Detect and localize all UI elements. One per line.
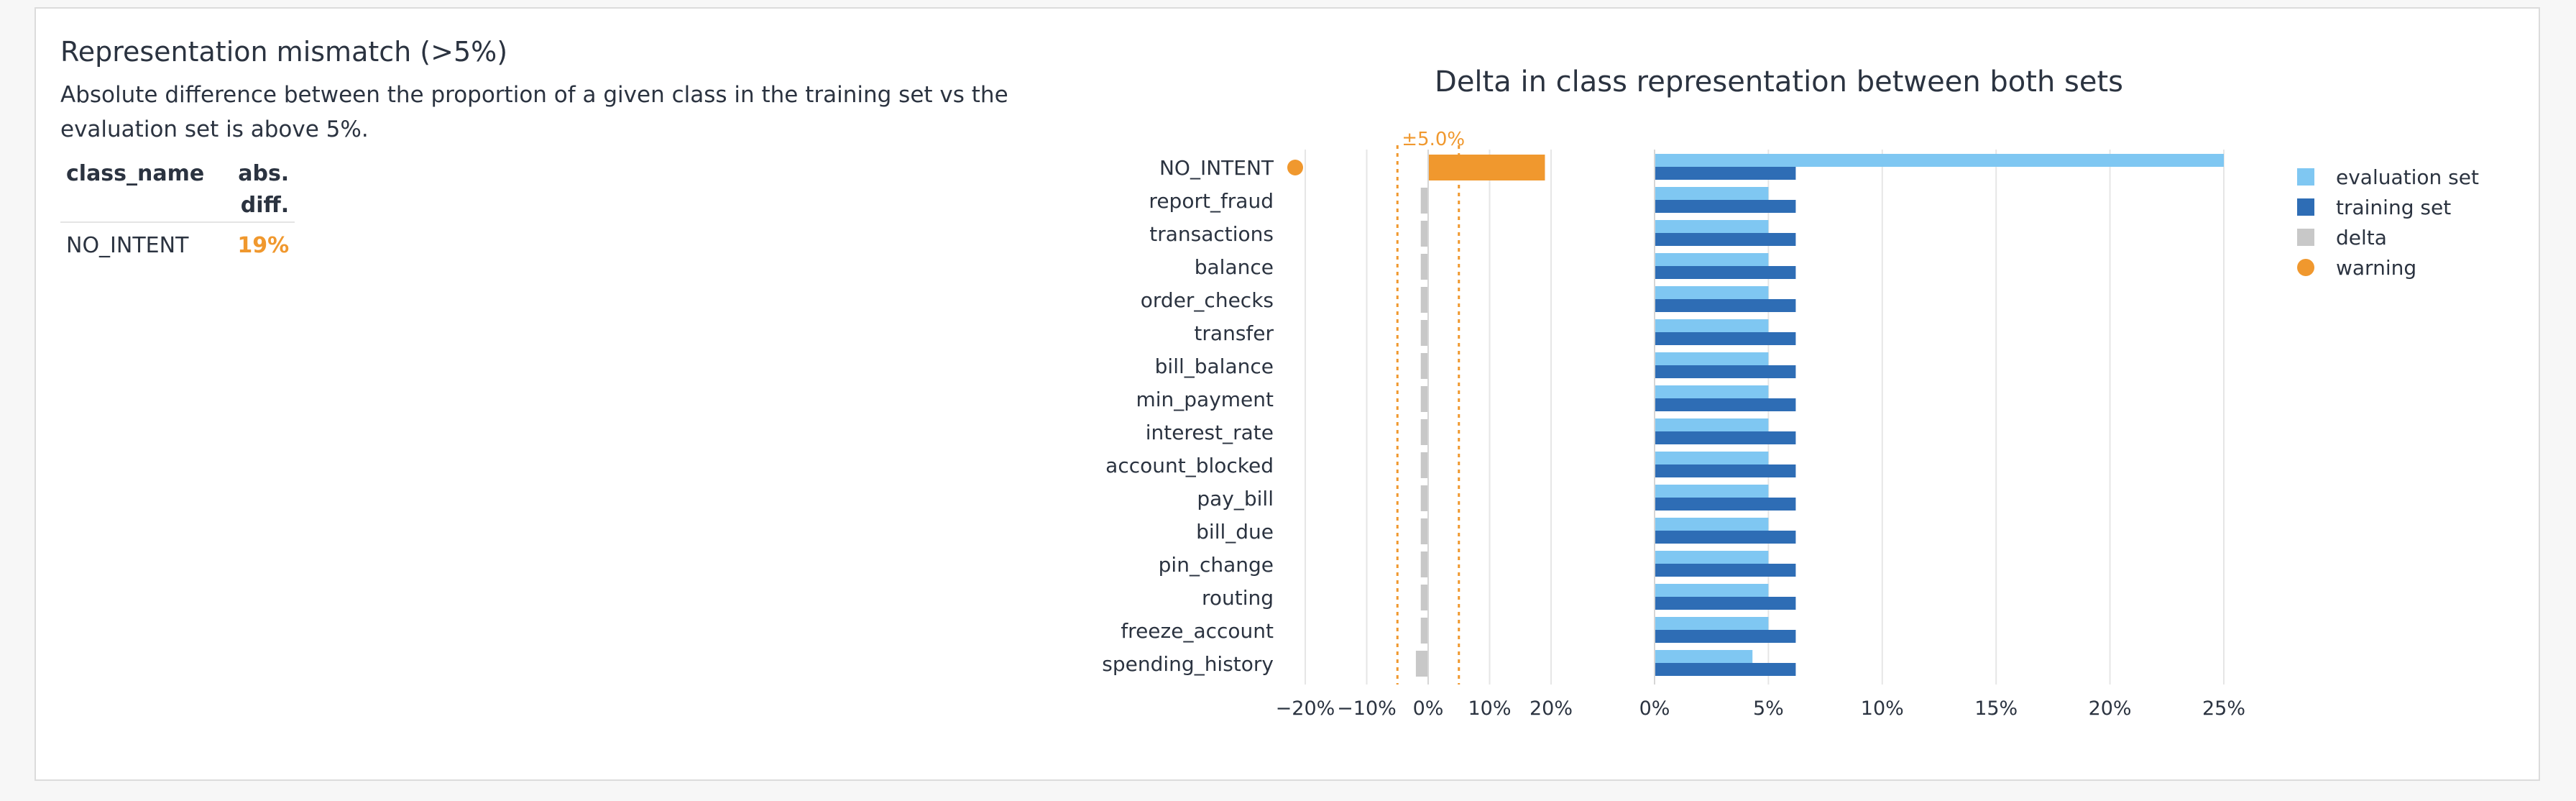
category-label: routing	[1202, 586, 1274, 610]
section-description: Absolute difference between the proporti…	[60, 82, 1008, 142]
legend-label: delta	[2336, 226, 2387, 250]
evaluation-set-bar	[1655, 154, 2224, 167]
evaluation-set-bar	[1655, 187, 1769, 200]
evaluation-set-bar	[1655, 617, 1769, 630]
mismatch-table: class_name abs. diff. NO_INTENT 19%	[60, 154, 295, 269]
training-set-bar	[1655, 597, 1796, 610]
legend-swatch	[2297, 229, 2314, 246]
cell-class-name: NO_INTENT	[66, 233, 189, 258]
table-row: NO_INTENT 19%	[60, 222, 295, 269]
delta-bar	[1420, 551, 1428, 577]
category-label: transactions	[1149, 222, 1274, 246]
training-set-bar	[1655, 200, 1796, 213]
category-label: pin_change	[1159, 553, 1274, 577]
proportion-tick-label: 25%	[2202, 697, 2245, 720]
training-set-bar	[1655, 167, 1796, 180]
evaluation-set-bar	[1655, 418, 1769, 431]
proportion-tick-label: 0%	[1639, 697, 1670, 720]
legend-label: evaluation set	[2336, 165, 2479, 189]
delta-bar	[1428, 155, 1545, 180]
legend-swatch	[2297, 168, 2314, 186]
evaluation-set-bar	[1655, 650, 1753, 663]
chart-title: Delta in class representation between bo…	[1435, 65, 2123, 99]
proportion-tick-label: 10%	[1861, 697, 1904, 720]
training-set-bar	[1655, 663, 1796, 676]
delta-bar	[1420, 188, 1428, 214]
legend-swatch	[2297, 198, 2314, 216]
delta-bar	[1420, 585, 1428, 610]
evaluation-set-bar	[1655, 319, 1769, 332]
training-set-bar	[1655, 332, 1796, 345]
warning-marker	[1287, 160, 1303, 175]
proportion-tick-label: 5%	[1753, 697, 1784, 720]
delta-bar	[1420, 518, 1428, 544]
training-set-bar	[1655, 233, 1796, 246]
category-label: balance	[1195, 255, 1274, 279]
category-label: interest_rate	[1146, 421, 1274, 444]
delta-bar	[1420, 287, 1428, 313]
category-label: report_fraud	[1149, 189, 1274, 213]
delta-tick-label: 20%	[1530, 697, 1573, 720]
delta-bar	[1420, 221, 1428, 247]
delta-tick-label: 10%	[1468, 697, 1511, 720]
training-set-bar	[1655, 266, 1796, 279]
delta-tick-label: −10%	[1337, 697, 1397, 720]
training-set-bar	[1655, 398, 1796, 411]
category-label: spending_history	[1102, 652, 1274, 676]
evaluation-set-bar	[1655, 551, 1769, 564]
evaluation-set-bar	[1655, 485, 1769, 498]
category-label: min_payment	[1136, 388, 1274, 411]
header-class-name: class_name	[60, 154, 232, 223]
legend-label: warning	[2336, 256, 2416, 280]
section-title: Representation mismatch (>5%)	[60, 36, 508, 68]
category-label: bill_due	[1196, 520, 1274, 544]
evaluation-set-bar	[1655, 452, 1769, 464]
delta-bar	[1420, 254, 1428, 280]
delta-bar	[1420, 353, 1428, 379]
header-abs-diff: abs. diff.	[231, 154, 295, 223]
cell-abs-diff: 19%	[237, 233, 290, 258]
legend-swatch-warning	[2297, 259, 2314, 276]
category-label: order_checks	[1141, 288, 1274, 312]
category-label: account_blocked	[1105, 454, 1274, 477]
evaluation-set-bar	[1655, 253, 1769, 266]
delta-bar	[1420, 618, 1428, 644]
delta-bar	[1420, 485, 1428, 511]
threshold-label: ±5.0%	[1402, 129, 1465, 150]
delta-bar	[1420, 419, 1428, 445]
delta-bar	[1420, 452, 1428, 478]
representation-mismatch-card: Representation mismatch (>5%) Absolute d…	[34, 7, 2540, 781]
delta-tick-label: 0%	[1413, 697, 1444, 720]
training-set-bar	[1655, 464, 1796, 477]
delta-bar	[1420, 320, 1428, 346]
delta-bar	[1415, 651, 1428, 677]
training-set-bar	[1655, 564, 1796, 577]
delta-tick-label: −20%	[1276, 697, 1335, 720]
category-label: transfer	[1194, 321, 1274, 345]
evaluation-set-bar	[1655, 220, 1769, 233]
category-label: NO_INTENT	[1159, 156, 1274, 180]
evaluation-set-bar	[1655, 518, 1769, 531]
category-label: bill_balance	[1155, 354, 1274, 378]
evaluation-set-bar	[1655, 286, 1769, 299]
delta-bar	[1420, 386, 1428, 412]
category-label: freeze_account	[1121, 619, 1274, 643]
legend-label: training set	[2336, 196, 2451, 219]
evaluation-set-bar	[1655, 352, 1769, 365]
proportion-tick-label: 15%	[1974, 697, 2018, 720]
evaluation-set-bar	[1655, 385, 1769, 398]
training-set-bar	[1655, 531, 1796, 544]
training-set-bar	[1655, 365, 1796, 378]
training-set-bar	[1655, 630, 1796, 643]
table-header-row: class_name abs. diff.	[60, 154, 295, 223]
proportion-tick-label: 20%	[2089, 697, 2132, 720]
training-set-bar	[1655, 498, 1796, 511]
category-label: pay_bill	[1197, 487, 1274, 511]
evaluation-set-bar	[1655, 584, 1769, 597]
training-set-bar	[1655, 299, 1796, 312]
training-set-bar	[1655, 431, 1796, 444]
